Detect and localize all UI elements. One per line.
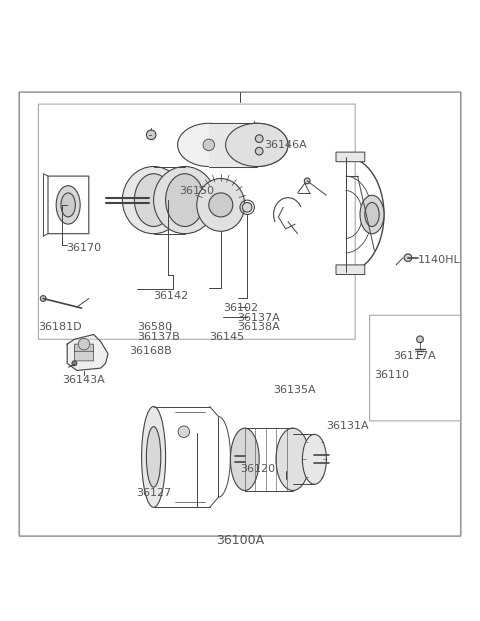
Ellipse shape — [226, 124, 288, 166]
Ellipse shape — [197, 178, 245, 231]
Circle shape — [255, 147, 263, 155]
FancyBboxPatch shape — [336, 152, 365, 161]
Text: 36137A: 36137A — [238, 313, 280, 323]
Circle shape — [72, 361, 77, 366]
Ellipse shape — [365, 202, 379, 227]
Text: 36100A: 36100A — [216, 533, 264, 546]
Ellipse shape — [209, 193, 233, 217]
Ellipse shape — [56, 186, 80, 224]
Circle shape — [40, 296, 46, 301]
FancyBboxPatch shape — [74, 344, 94, 351]
Ellipse shape — [122, 166, 185, 233]
Text: 36102: 36102 — [223, 303, 258, 314]
Ellipse shape — [146, 427, 161, 487]
Text: 36145: 36145 — [209, 332, 244, 342]
Text: 36170: 36170 — [66, 243, 102, 253]
Text: 1140HL: 1140HL — [418, 255, 461, 265]
Circle shape — [178, 426, 190, 437]
Ellipse shape — [226, 124, 288, 166]
Text: 36143A: 36143A — [62, 375, 105, 385]
Ellipse shape — [134, 174, 173, 227]
Text: 36120: 36120 — [240, 464, 275, 474]
Text: 36110: 36110 — [374, 371, 409, 381]
Ellipse shape — [276, 428, 310, 491]
Text: 36135A: 36135A — [274, 385, 316, 395]
FancyBboxPatch shape — [336, 265, 365, 274]
Text: 36138A: 36138A — [238, 322, 280, 332]
Text: 36142: 36142 — [153, 291, 188, 301]
Text: 36117A: 36117A — [394, 351, 436, 361]
Ellipse shape — [154, 166, 216, 233]
Ellipse shape — [360, 195, 384, 233]
Text: 36127: 36127 — [136, 488, 171, 498]
Circle shape — [417, 336, 423, 343]
Polygon shape — [67, 335, 108, 371]
Text: 36181D: 36181D — [38, 322, 82, 332]
Ellipse shape — [203, 139, 215, 151]
Ellipse shape — [166, 174, 204, 227]
Ellipse shape — [178, 124, 240, 166]
Circle shape — [146, 130, 156, 140]
Ellipse shape — [230, 428, 259, 491]
Text: 36150: 36150 — [180, 186, 214, 196]
Text: 36137B: 36137B — [137, 332, 180, 342]
Text: 36168B: 36168B — [130, 347, 172, 356]
Text: 36146A: 36146A — [264, 140, 307, 150]
Ellipse shape — [302, 434, 326, 484]
Circle shape — [78, 338, 90, 350]
FancyBboxPatch shape — [74, 347, 94, 361]
Circle shape — [404, 254, 412, 261]
Circle shape — [255, 135, 263, 142]
Circle shape — [242, 202, 252, 212]
Circle shape — [304, 178, 310, 184]
Text: 36131A: 36131A — [326, 421, 369, 431]
Ellipse shape — [61, 193, 75, 217]
Ellipse shape — [142, 407, 166, 507]
Text: 36580: 36580 — [137, 322, 172, 332]
